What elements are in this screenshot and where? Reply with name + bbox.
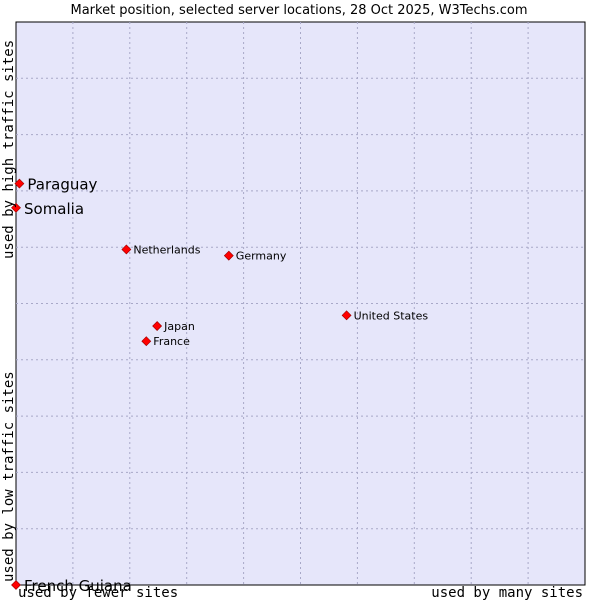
data-point-netherlands: Netherlands bbox=[121, 243, 201, 256]
data-point-france: France bbox=[141, 335, 190, 348]
chart-title: Market position, selected server locatio… bbox=[70, 3, 527, 18]
point-label-french-guiana: French Guiana bbox=[24, 577, 132, 595]
point-label-germany: Germany bbox=[236, 250, 287, 263]
point-label-france: France bbox=[153, 335, 190, 348]
point-marker-france bbox=[141, 336, 152, 347]
point-marker-germany bbox=[223, 250, 234, 261]
grid-lines bbox=[16, 22, 585, 585]
point-label-japan: Japan bbox=[163, 320, 195, 333]
point-marker-united-states bbox=[341, 310, 352, 321]
point-marker-paraguay bbox=[14, 178, 25, 189]
point-marker-french-guiana bbox=[11, 580, 21, 590]
point-label-paraguay: Paraguay bbox=[27, 176, 97, 194]
point-label-united-states: United States bbox=[354, 309, 429, 322]
x-axis-label-right: used by many sites bbox=[431, 585, 583, 600]
y-axis-label-top: used by high traffic sites bbox=[1, 40, 17, 259]
data-point-french-guiana: French Guiana bbox=[11, 577, 132, 595]
data-point-japan: Japan bbox=[152, 320, 195, 333]
data-points: Paraguay Somalia Netherlands Germany United … bbox=[11, 176, 429, 595]
data-point-germany: Germany bbox=[223, 250, 287, 263]
point-marker-netherlands bbox=[121, 244, 132, 255]
point-marker-somalia bbox=[11, 202, 21, 213]
data-point-somalia: Somalia bbox=[11, 200, 84, 218]
point-label-somalia: Somalia bbox=[24, 200, 84, 218]
data-point-paraguay: Paraguay bbox=[14, 176, 98, 194]
x-axis-label-left: used by fewer sites bbox=[18, 585, 178, 600]
y-axis-label-bottom: used by low traffic sites bbox=[1, 371, 17, 582]
data-point-united-states: United States bbox=[341, 309, 429, 322]
point-marker-japan bbox=[152, 321, 163, 331]
point-label-netherlands: Netherlands bbox=[133, 243, 200, 256]
